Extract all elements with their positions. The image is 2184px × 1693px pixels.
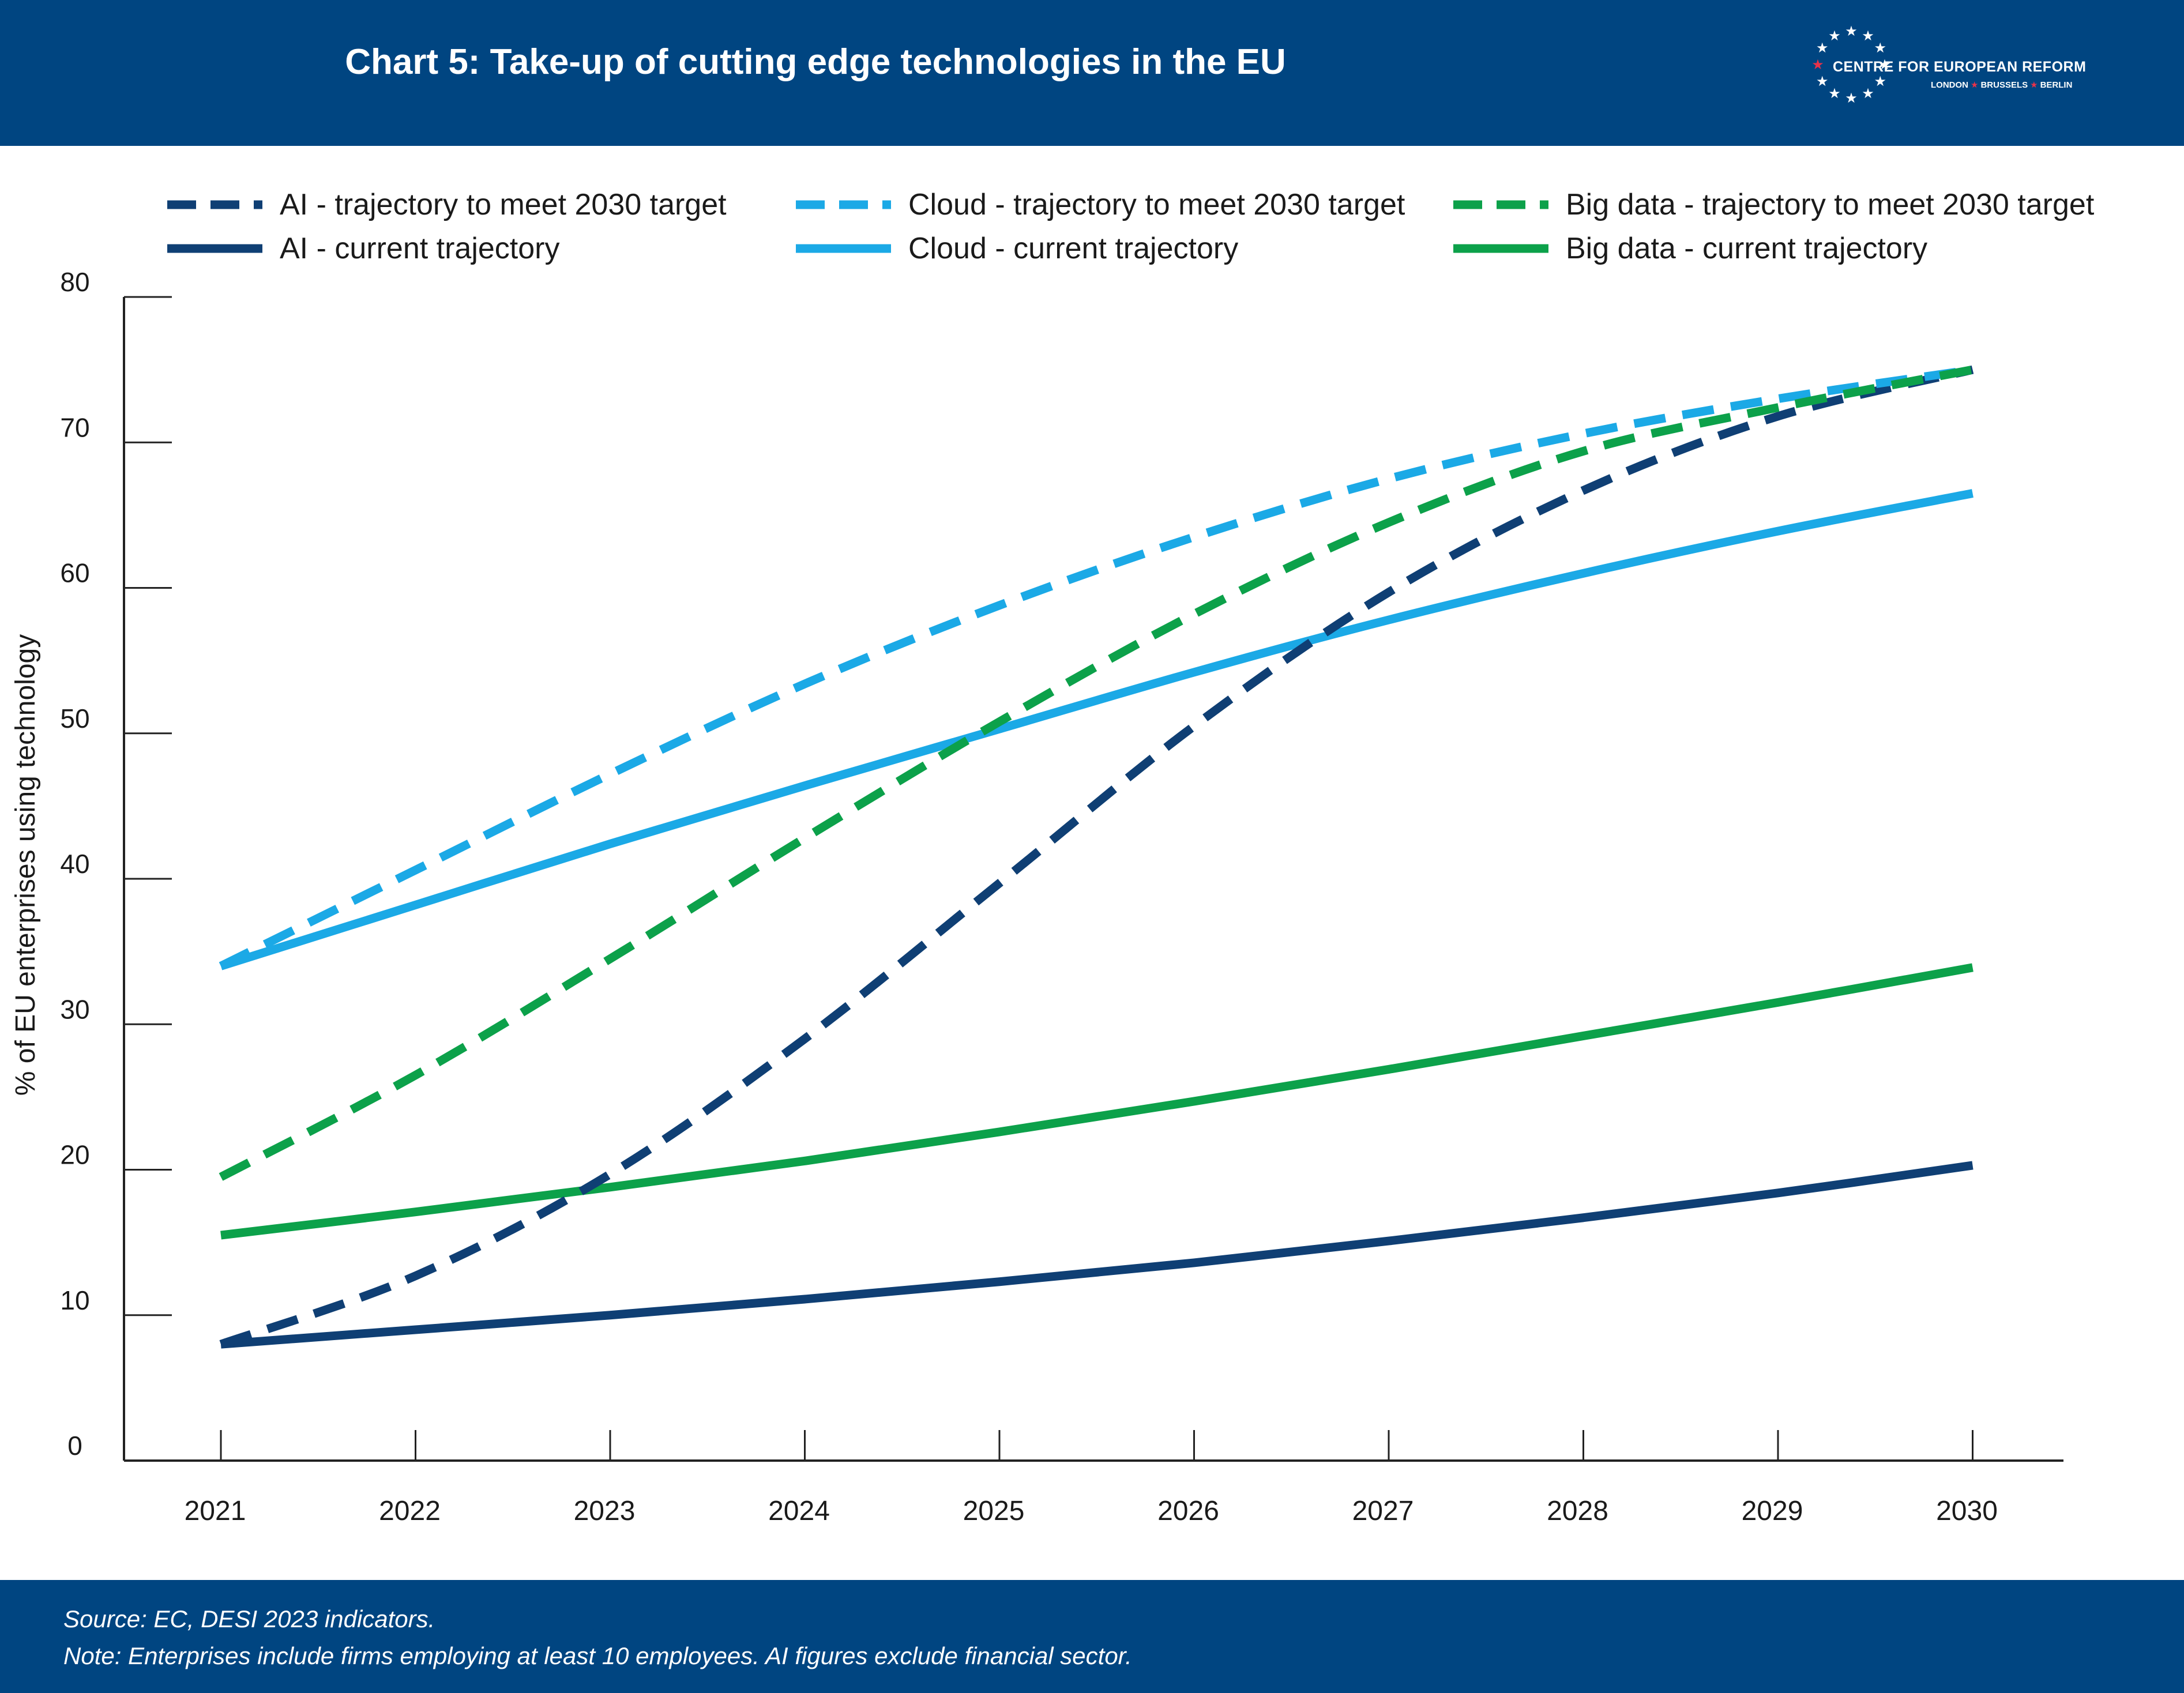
footer-source: Source: EC, DESI 2023 indicators. [63, 1605, 435, 1632]
footer-note: Note: Enterprises include firms employin… [63, 1642, 1132, 1669]
eu-star-icon: ★ [1811, 57, 1824, 73]
logo-city-brussels: BRUSSELS [1980, 80, 2028, 90]
y-tick-label: 50 [60, 703, 89, 733]
y-tick-label: 20 [60, 1140, 89, 1170]
series-line-ai-trajectory-to-meet-2030-target [219, 365, 1974, 1349]
y-tick-label: 30 [60, 994, 89, 1024]
x-tick-label: 2025 [963, 1496, 1025, 1526]
logo-cities: LONDON ★ BRUSSELS ★ BERLIN [1931, 80, 2072, 90]
y-tick-label: 10 [60, 1285, 89, 1315]
star-separator-icon: ★ [2030, 80, 2038, 90]
series-line-cloud-current-trajectory [219, 489, 1974, 970]
eu-star-icon: ★ [1845, 91, 1858, 106]
legend-label: Cloud - current trajectory [908, 232, 1238, 265]
logo-city-berlin: BERLIN [2040, 80, 2073, 90]
eu-star-icon: ★ [1862, 86, 1874, 101]
eu-stars-icon: ★ ★★★★★★★★★★★ [1811, 24, 1891, 106]
y-tick-label: 70 [60, 412, 89, 442]
footer: Source: EC, DESI 2023 indicators. Note: … [0, 1580, 2184, 1693]
x-tick-label: 2021 [185, 1496, 246, 1526]
legend-label: AI - current trajectory [280, 232, 559, 265]
y-tick-label: 40 [60, 849, 89, 879]
chart-title: Chart 5: Take-up of cutting edge technol… [345, 42, 1286, 82]
series-line-cloud-trajectory-to-meet-2030-target [219, 365, 1974, 970]
star-separator-icon: ★ [1971, 80, 1979, 90]
x-tick-label: 2029 [1742, 1496, 1803, 1526]
eu-star-icon: ★ [1828, 28, 1841, 44]
y-axis-title: % of EU enterprises using technology [10, 634, 41, 1096]
eu-star-icon: ★ [1874, 74, 1886, 89]
y-tick-label: 0 [67, 1431, 82, 1461]
header-banner: Chart 5: Take-up of cutting edge technol… [0, 0, 2184, 146]
eu-star-icon: ★ [1874, 40, 1886, 56]
series-line-ai-current-trajectory [220, 1161, 1974, 1349]
legend-label: Cloud - trajectory to meet 2030 target [908, 188, 1405, 221]
x-tick-label: 2027 [1352, 1496, 1414, 1526]
legend-label: Big data - trajectory to meet 2030 targe… [1566, 188, 2095, 221]
series-line-big-data-trajectory-to-meet-2030-target [219, 365, 1974, 1181]
series-line-big-data-current-trajectory [220, 963, 1974, 1240]
y-tick-label: 60 [60, 558, 89, 588]
x-tick-label: 2026 [1157, 1496, 1219, 1526]
eu-star-icon: ★ [1828, 86, 1841, 101]
eu-star-icon: ★ [1845, 24, 1858, 39]
x-tick-label: 2023 [574, 1496, 636, 1526]
x-tick-label: 2028 [1547, 1496, 1608, 1526]
legend-label: AI - trajectory to meet 2030 target [280, 188, 727, 221]
logo-name: CENTRE FOR EUROPEAN REFORM [1833, 59, 2087, 75]
x-tick-label: 2022 [379, 1496, 441, 1526]
legend-label: Big data - current trajectory [1566, 232, 1927, 265]
eu-star-icon: ★ [1878, 57, 1891, 73]
logo-city-london: LONDON [1931, 80, 1968, 90]
cer-logo: ★ ★ ★ ★ ★ ★ ★ ★ ★ ★ ★ ★ CENTRE FOR EUROPEAN REFORM … [1811, 23, 2111, 115]
eu-star-icon: ★ [1862, 28, 1874, 44]
eu-star-icon: ★ [1816, 40, 1829, 56]
x-tick-label: 2030 [1936, 1496, 1998, 1526]
x-tick-label: 2024 [768, 1496, 830, 1526]
eu-star-icon: ★ [1816, 74, 1829, 89]
y-tick-label: 80 [60, 267, 89, 297]
